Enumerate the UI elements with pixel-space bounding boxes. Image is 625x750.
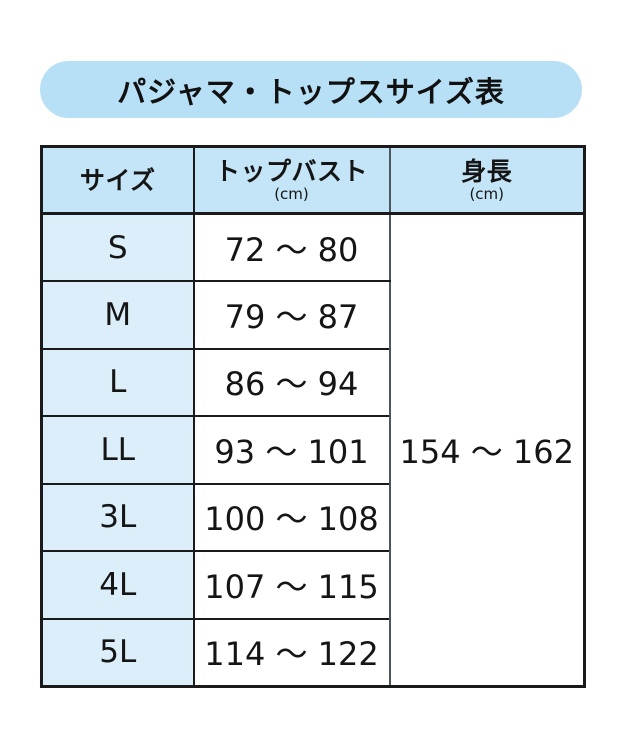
- size-cell: S: [40, 212, 195, 282]
- header-row: サイズ トップバスト (cm) 身長 (cm): [40, 145, 586, 215]
- bust-value-cell: 114 〜 122: [192, 617, 391, 687]
- header-size-label: サイズ: [79, 165, 156, 195]
- table-row: M 79 〜 87: [40, 280, 585, 350]
- table-row: 5L 114 〜 122: [40, 617, 585, 687]
- bust-value-cell: 107 〜 115: [192, 550, 391, 620]
- table-row: 3L 100 〜 108: [40, 482, 585, 552]
- bust-value-cell: 79 〜 87: [192, 280, 391, 350]
- table-row: 4L 107 〜 115: [40, 550, 585, 620]
- size-cell: LL: [40, 415, 195, 485]
- size-cell: 3L: [40, 482, 195, 552]
- size-cell: L: [40, 347, 195, 417]
- bust-value-cell: 93 〜 101: [192, 415, 391, 485]
- size-table: サイズ トップバスト (cm) 身長 (cm) S 72 〜 80 154 〜 …: [40, 145, 586, 688]
- header-size-cell: サイズ: [40, 145, 195, 215]
- table-row: L 86 〜 94: [40, 347, 585, 417]
- header-bust-unit: (cm): [274, 184, 309, 203]
- header-bust-cell: トップバスト (cm): [192, 145, 391, 215]
- table-row: S 72 〜 80 154 〜 162: [40, 212, 586, 687]
- page-title: パジャマ・トップスサイズ表: [117, 74, 505, 109]
- size-cell: 4L: [40, 550, 195, 620]
- size-cell: 5L: [40, 617, 195, 687]
- header-bust-label: トップバスト: [214, 156, 368, 186]
- table-row: LL 93 〜 101: [40, 415, 585, 485]
- bust-value-cell: 86 〜 94: [192, 347, 391, 417]
- bust-value-cell: 100 〜 108: [192, 482, 391, 552]
- header-height-unit: (cm): [469, 184, 505, 203]
- header-height-label: 身長: [461, 156, 513, 186]
- size-cell: M: [40, 280, 195, 350]
- bust-value-cell: 72 〜 80: [192, 212, 391, 282]
- height-value-cell: 154 〜 162: [388, 212, 586, 687]
- title-pill: パジャマ・トップスサイズ表: [40, 61, 582, 118]
- header-height-cell: 身長 (cm): [388, 145, 586, 215]
